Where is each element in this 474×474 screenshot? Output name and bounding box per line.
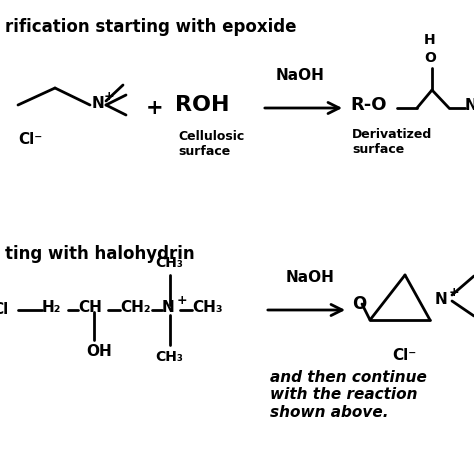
Text: Cl⁻: Cl⁻	[392, 347, 416, 363]
Text: N: N	[162, 300, 175, 315]
Text: CH: CH	[78, 300, 102, 315]
Text: CH₃: CH₃	[155, 256, 183, 270]
Text: NaOH: NaOH	[275, 67, 324, 82]
Text: ROH: ROH	[175, 95, 229, 115]
Text: +: +	[449, 285, 460, 299]
Text: CH₃: CH₃	[155, 350, 183, 364]
Text: Cellulosic
surface: Cellulosic surface	[178, 130, 244, 158]
Text: ting with halohydrin: ting with halohydrin	[5, 245, 195, 263]
Text: NaOH: NaOH	[285, 271, 335, 285]
Text: R-O: R-O	[350, 96, 386, 114]
Text: O: O	[352, 295, 366, 313]
Text: +: +	[146, 98, 164, 118]
Text: O: O	[424, 51, 436, 65]
Text: rification starting with epoxide: rification starting with epoxide	[5, 18, 297, 36]
Text: OH: OH	[86, 345, 112, 359]
Text: N: N	[435, 292, 448, 308]
Text: Derivatized
surface: Derivatized surface	[352, 128, 432, 156]
Text: and then continue
with the reaction
shown above.: and then continue with the reaction show…	[270, 370, 427, 420]
Text: +: +	[104, 90, 115, 102]
Text: CH₂: CH₂	[120, 300, 151, 315]
Text: H: H	[424, 33, 436, 47]
Text: N: N	[92, 95, 105, 110]
Text: H₂: H₂	[42, 300, 61, 315]
Text: N: N	[465, 98, 474, 112]
Text: +: +	[177, 293, 188, 307]
Text: Cl: Cl	[0, 302, 8, 318]
Text: CH₃: CH₃	[192, 300, 223, 315]
Text: Cl⁻: Cl⁻	[18, 133, 42, 147]
